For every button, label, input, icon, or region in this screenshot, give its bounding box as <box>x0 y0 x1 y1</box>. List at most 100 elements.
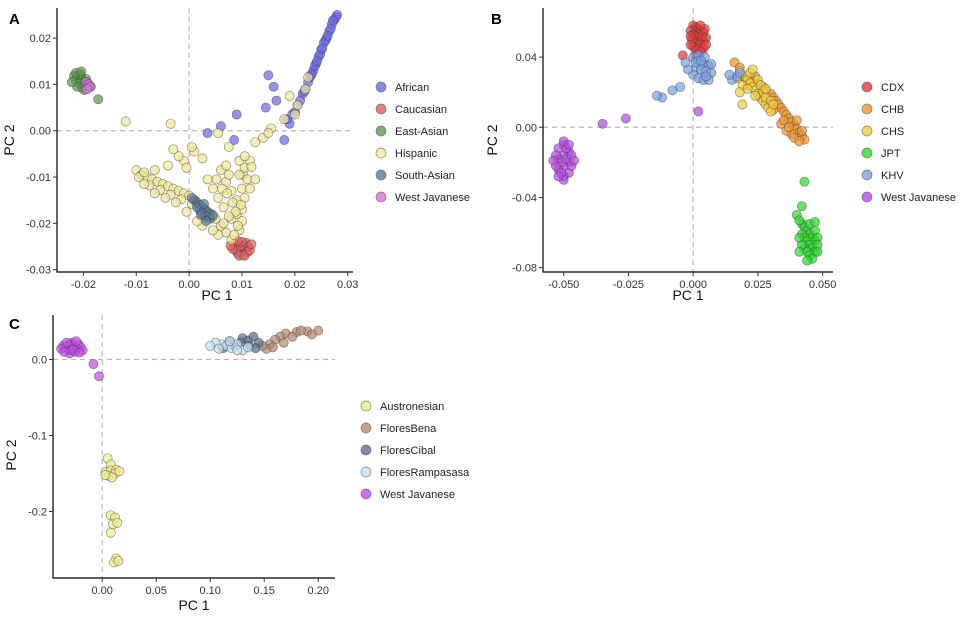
x-tick-label: 0.050 <box>809 279 837 291</box>
data-point <box>149 188 160 199</box>
data-point <box>211 174 222 185</box>
data-point <box>768 99 779 110</box>
series-austronesian <box>100 453 125 568</box>
legend-marker <box>375 169 387 181</box>
data-point <box>747 64 758 75</box>
data-point <box>322 30 333 41</box>
data-point <box>737 99 748 110</box>
y-tick-label: 0.00 <box>30 126 51 138</box>
data-point <box>173 151 184 162</box>
data-point <box>239 151 250 162</box>
series-cdx <box>677 20 712 61</box>
x-tick-label: 0.00 <box>91 585 112 597</box>
legend-marker <box>861 169 873 181</box>
data-point <box>812 246 823 257</box>
data-point <box>701 39 712 50</box>
legend: African Caucasian East-Asian Hispanic South-… <box>375 81 470 204</box>
data-point <box>181 206 192 217</box>
legend-label: CHS <box>881 126 904 138</box>
x-tick-label: -0.02 <box>71 279 96 291</box>
data-point <box>223 169 234 180</box>
y-tick-label: 0.0 <box>32 354 47 366</box>
data-point <box>202 174 213 185</box>
x-tick-label: 0.15 <box>254 585 275 597</box>
data-point <box>232 345 243 356</box>
data-point <box>202 128 213 139</box>
data-point <box>120 116 131 127</box>
data-point <box>243 342 253 353</box>
series-jpt <box>791 176 823 266</box>
data-point <box>186 192 197 203</box>
data-point <box>213 343 224 354</box>
data-point <box>667 85 678 96</box>
legend-marker <box>360 422 372 434</box>
data-point <box>100 470 111 480</box>
data-point <box>231 109 242 120</box>
y-tick-label: -0.03 <box>26 265 51 277</box>
data-point <box>685 31 696 42</box>
legend-label: FloresCibal <box>380 445 436 457</box>
data-point <box>263 70 274 81</box>
y-tick-label: -0.04 <box>512 192 537 204</box>
data-point <box>221 160 232 171</box>
data-point <box>112 517 123 528</box>
data-point <box>113 555 124 566</box>
legend: CDX CHB CHS JPT KHV West Javanese <box>861 81 956 204</box>
legend-marker <box>861 103 873 115</box>
y-tick-label: -0.01 <box>26 172 51 184</box>
x-tick-label: 0.02 <box>284 279 305 291</box>
data-point <box>168 144 179 155</box>
x-axis-title: PC 1 <box>178 597 209 613</box>
panel-letter-a: A <box>9 11 20 28</box>
legend-label: African <box>395 82 429 94</box>
legend-label: West Javanese <box>881 192 956 204</box>
data-point <box>312 56 323 67</box>
y-tick-label: -0.1 <box>28 430 47 442</box>
legend-marker <box>360 400 372 412</box>
data-point <box>279 135 290 145</box>
data-point <box>548 155 559 166</box>
x-tick-label: 0.025 <box>744 279 772 291</box>
data-point <box>796 201 807 212</box>
series-west-javanese <box>81 77 95 95</box>
data-point <box>760 83 771 94</box>
y-tick-label: -0.2 <box>28 506 47 518</box>
data-point <box>223 211 234 222</box>
legend-label: West Javanese <box>395 192 470 204</box>
data-point <box>693 106 704 117</box>
data-point <box>306 329 317 340</box>
y-tick-label: 0.04 <box>516 52 537 64</box>
panel-b: B -0.050 -0.025 0.000 0.025 0.050 0.04 0.00 -0.0… <box>484 8 956 303</box>
data-point <box>229 229 240 240</box>
x-tick-label: 0.00 <box>178 279 199 291</box>
y-tick-label: -0.02 <box>26 218 51 230</box>
y-tick-label: 0.02 <box>30 33 51 45</box>
x-axis-title: PC 1 <box>672 287 703 303</box>
legend-marker <box>360 488 372 500</box>
series-chs <box>732 64 779 117</box>
series-west-javanese <box>56 336 104 382</box>
series-south-asian <box>186 192 218 227</box>
data-point <box>569 155 580 166</box>
data-point <box>278 337 289 348</box>
data-point <box>724 69 735 80</box>
legend-marker <box>375 191 387 203</box>
data-point <box>227 197 238 208</box>
data-point <box>809 217 820 227</box>
x-tick-label: 0.20 <box>308 585 329 597</box>
data-point <box>234 169 245 180</box>
x-tick-label: 0.000 <box>679 279 707 291</box>
data-point <box>296 325 306 336</box>
data-point <box>149 165 160 176</box>
data-point <box>93 94 104 105</box>
data-point <box>213 192 224 203</box>
data-point <box>750 90 761 101</box>
data-point <box>742 83 753 94</box>
data-point <box>88 359 99 369</box>
data-point <box>244 183 255 194</box>
data-point <box>260 102 271 113</box>
y-axis-title: PC 2 <box>484 124 500 155</box>
data-point <box>734 67 745 78</box>
data-point <box>170 197 181 208</box>
legend-label: Caucasian <box>395 104 447 116</box>
